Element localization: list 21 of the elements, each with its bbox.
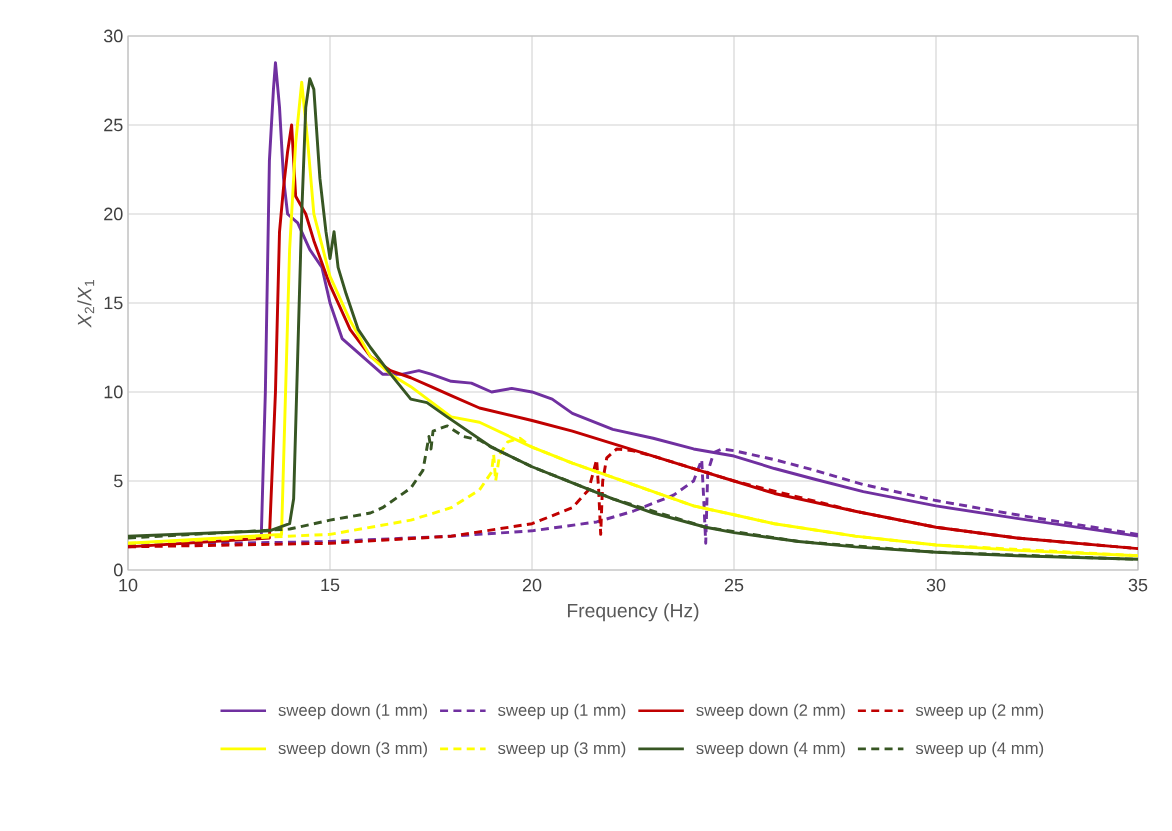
y-tick-label: 30 (103, 29, 123, 43)
x-tick-label: 30 (926, 578, 946, 592)
x-tick-label: 35 (1128, 578, 1148, 592)
y-tick-label: 5 (114, 474, 123, 488)
x-tick-label: 15 (321, 578, 340, 592)
legend-label: sweep up (4 mm) (915, 741, 1044, 758)
y-tick-label: 10 (104, 385, 123, 399)
x-tick-label: 20 (522, 578, 542, 592)
legend-label: sweep down (3 mm) (278, 741, 427, 758)
legend-label: sweep up (3 mm) (498, 741, 626, 758)
legend-label: sweep down (1 mm) (278, 703, 427, 720)
x-tick-label: 25 (724, 578, 744, 592)
legend-label: sweep down (4 mm) (696, 741, 845, 758)
y-tick-label: 25 (104, 118, 123, 132)
legend-label: sweep down (2 mm) (696, 703, 845, 720)
x-axis-title: Frequency (Hz) (567, 603, 699, 622)
y-tick-label: 15 (104, 296, 123, 310)
y-tick-label: 20 (104, 207, 123, 221)
y-tick-label: 0 (114, 563, 123, 577)
legend-label: sweep up (2 mm) (915, 703, 1044, 720)
legend-label: sweep up (1 mm) (498, 703, 626, 720)
